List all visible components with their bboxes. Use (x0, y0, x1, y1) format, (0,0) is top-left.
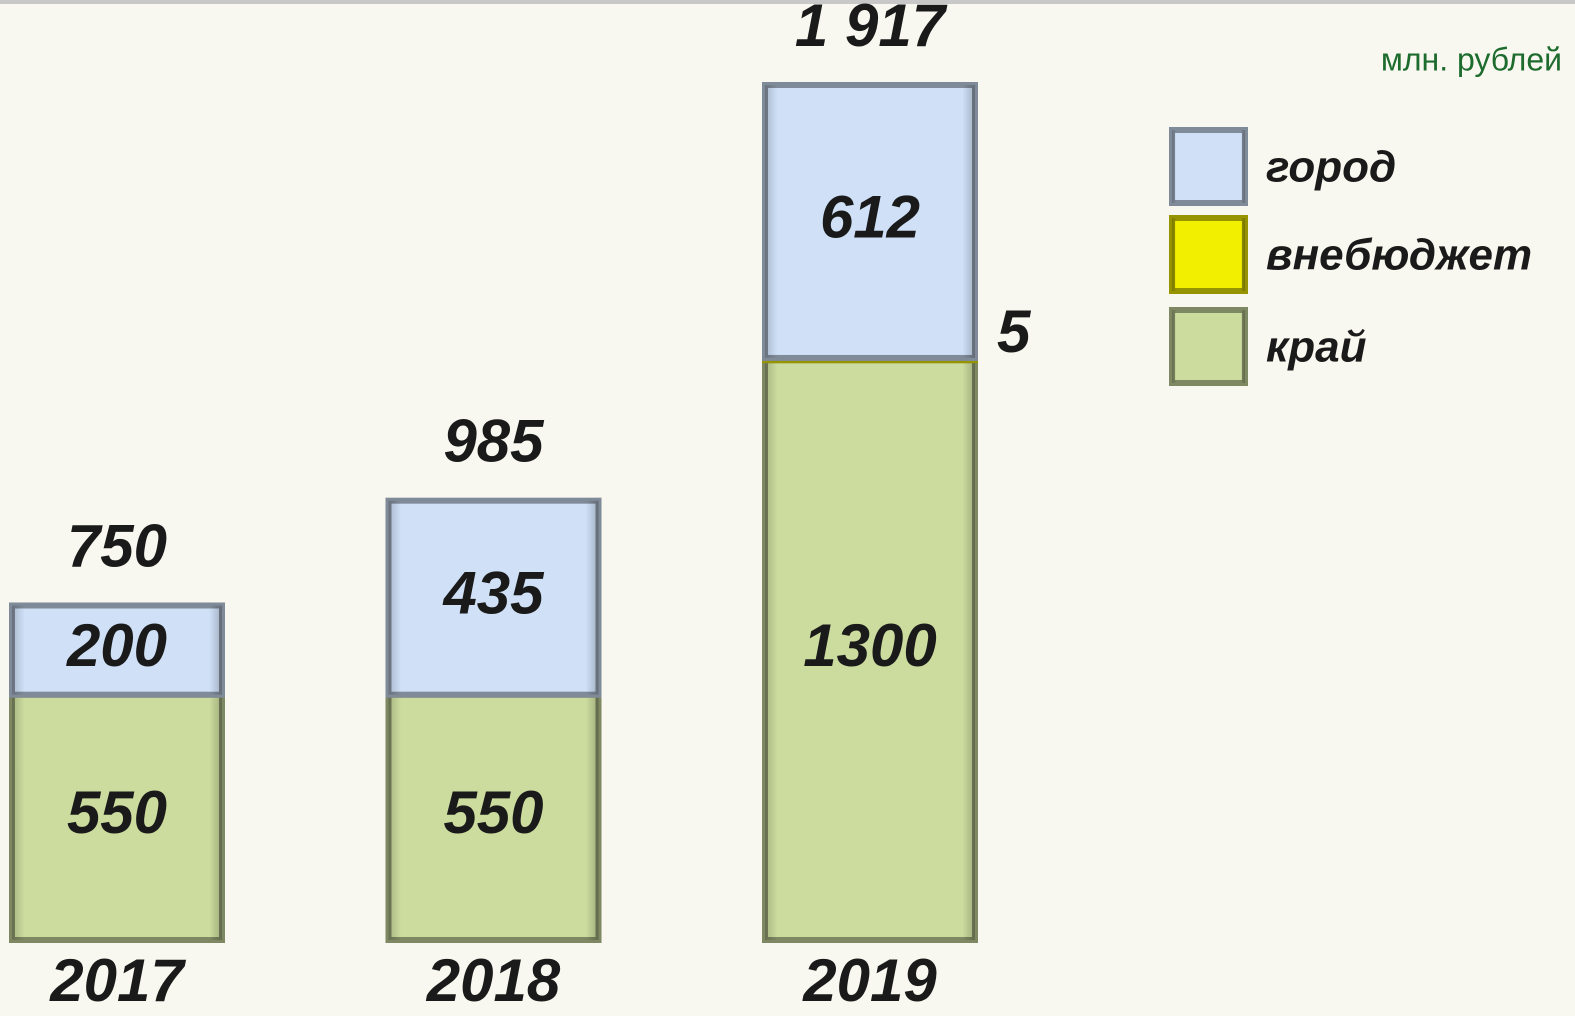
x-tick-label: 2018 (426, 947, 561, 1014)
bar-shade (765, 85, 975, 358)
legend-label: город (1266, 143, 1396, 192)
segment-label: 200 (66, 612, 167, 679)
legend-shade (1172, 130, 1245, 203)
bar-shade (388, 500, 599, 695)
x-tick-label: 2019 (802, 947, 937, 1014)
segment-label: 5 (997, 298, 1032, 365)
legend-label: внебюджет (1266, 231, 1532, 280)
x-tick-label: 2017 (49, 947, 186, 1014)
total-label: 750 (67, 512, 167, 579)
legend-shade (1172, 310, 1245, 383)
bar-shade (12, 605, 222, 695)
bar-shade (388, 694, 599, 940)
top-rule (0, 0, 1575, 4)
segment-label: 435 (442, 560, 545, 627)
total-label: 985 (443, 408, 545, 475)
segment-label: 612 (820, 183, 920, 250)
bar-shade (765, 360, 975, 940)
total-label: 1 917 (795, 0, 948, 59)
segment-label: 550 (443, 779, 543, 846)
bar-shade (12, 694, 222, 940)
legend-shade (1172, 218, 1245, 291)
legend-label: край (1266, 323, 1367, 372)
segment-label: 1300 (803, 612, 936, 679)
unit-label: млн. рублей (1381, 41, 1562, 77)
segment-label: 550 (67, 779, 167, 846)
